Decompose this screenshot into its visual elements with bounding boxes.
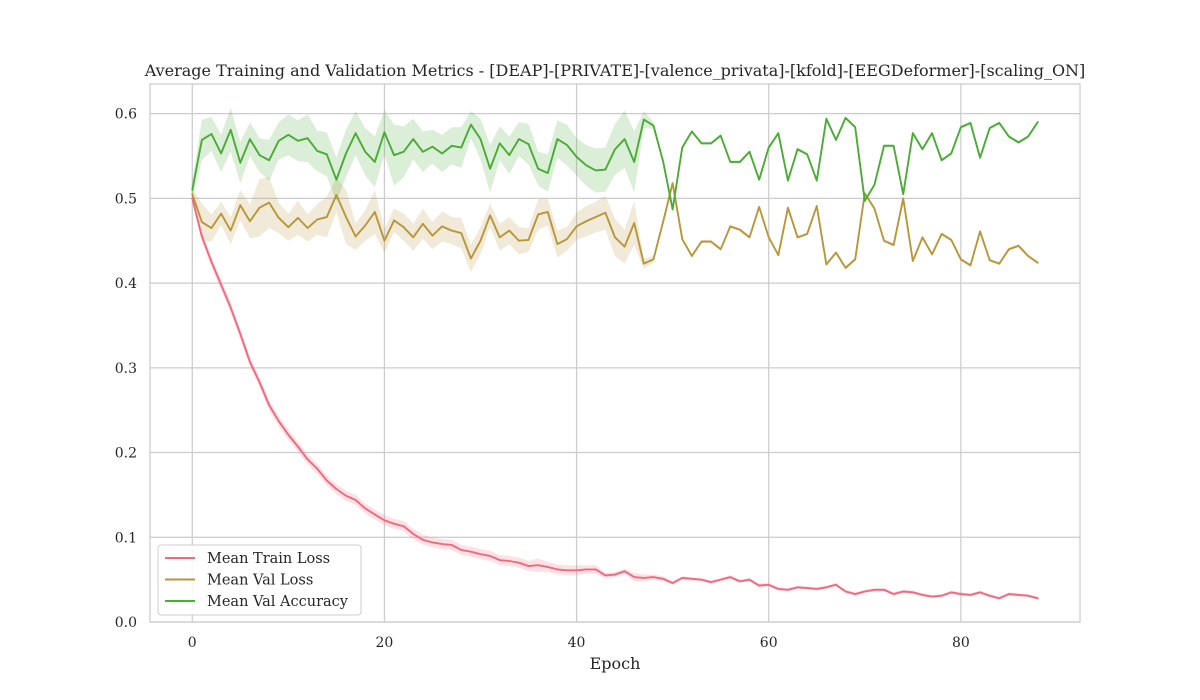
- y-tick-label: 0.3: [115, 361, 137, 377]
- plot-area: [150, 84, 1080, 622]
- x-axis-label: Epoch: [590, 654, 641, 673]
- y-tick-label: 0.1: [115, 530, 137, 546]
- y-tick-label: 0.2: [115, 446, 137, 462]
- x-tick-label: 20: [376, 635, 394, 651]
- mean-val-loss-legend-label: Mean Val Loss: [207, 573, 313, 589]
- y-tick-label: 0.0: [115, 615, 137, 631]
- y-tick-label: 0.4: [115, 276, 137, 292]
- x-tick-labels: 0 20 40 60 80: [188, 635, 970, 651]
- y-tick-label: 0.5: [115, 191, 137, 207]
- y-tick-label: 0.6: [115, 107, 137, 123]
- series-lines: [191, 116, 1039, 600]
- mean-val-accuracy-legend-label: Mean Val Accuracy: [207, 594, 349, 610]
- chart-title: Average Training and Validation Metrics …: [144, 61, 1086, 80]
- x-tick-label: 0: [188, 635, 197, 651]
- legend: Mean Train Loss Mean Val Loss Mean Val Acc…: [157, 544, 362, 616]
- mean-train-loss-line: [191, 197, 1039, 600]
- mean-val-loss-line: [191, 182, 1039, 269]
- mean-train-loss-legend-label: Mean Train Loss: [207, 551, 330, 567]
- mean-val-accuracy-band: [192, 107, 1038, 212]
- x-tick-label: 80: [952, 635, 970, 651]
- confidence-bands: [192, 107, 1038, 600]
- legend-box: [157, 544, 362, 616]
- y-tick-labels: 0.0 0.1 0.2 0.3 0.4 0.5 0.6: [115, 107, 137, 631]
- x-tick-label: 40: [568, 635, 586, 651]
- x-tick-label: 60: [760, 635, 778, 651]
- mean-val-accuracy-line: [191, 116, 1039, 211]
- plot-frame: [149, 83, 1081, 623]
- mean-val-loss-band: [192, 177, 1038, 273]
